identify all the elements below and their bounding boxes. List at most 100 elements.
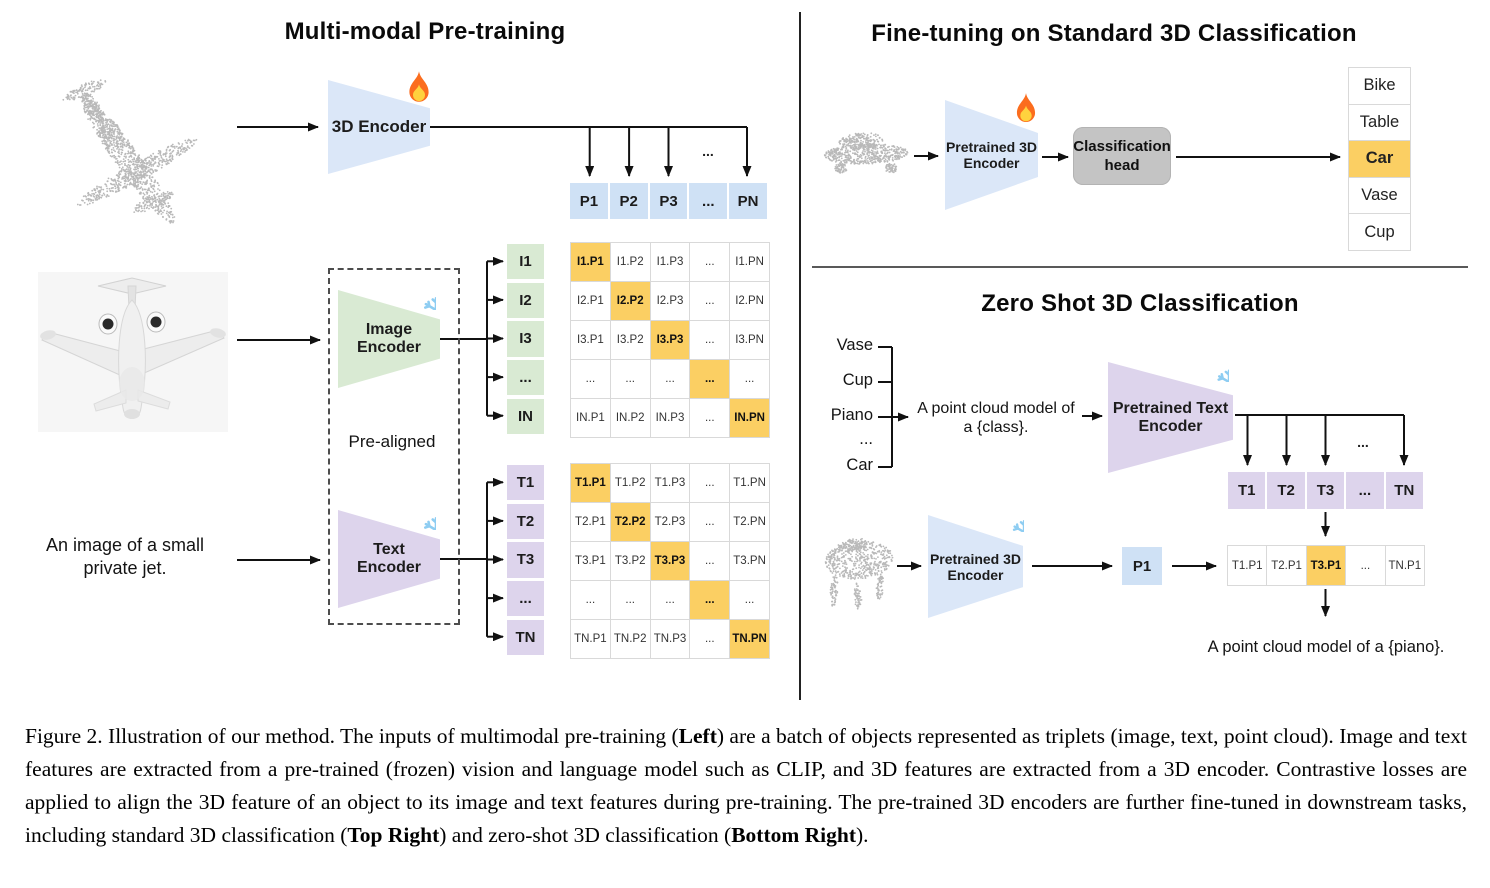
similarity-cell: IN.P1	[571, 399, 610, 437]
similarity-cell: TN.P2	[610, 620, 650, 658]
similarity-cell: ...	[571, 360, 610, 398]
image-encoder-label: Image Encoder	[356, 321, 421, 356]
image-feature-labels: I1 I2 I3... IN	[507, 244, 544, 434]
similarity-cell: I2.P3	[650, 282, 690, 320]
caption-text: ) are a batch of objects represented as …	[25, 724, 1467, 847]
snowflake-icon	[408, 502, 436, 530]
snowflake-icon	[1202, 355, 1229, 382]
class-option-cell: Bike	[1349, 68, 1410, 104]
similarity-cell: T2.PN	[730, 503, 769, 541]
similarity-cell: ...	[690, 464, 730, 502]
image-feature-cell: I1	[507, 244, 544, 280]
similarity-cell: I2.P2	[610, 282, 650, 320]
similarity-cell: T1.P1	[571, 464, 610, 502]
prompt-class-label: ...	[859, 430, 873, 448]
similarity-cell: ...	[690, 542, 730, 580]
car-point-cloud	[823, 132, 909, 174]
similarity-cell: T1.P2	[610, 464, 650, 502]
caption-text: Figure 2. Illustration of our method. Th…	[25, 724, 679, 748]
prompt-class-label: Cup	[842, 371, 873, 389]
3d-encoder-block: 3D Encoder	[328, 80, 430, 174]
similarity-cell: ...	[690, 503, 730, 541]
text-point-similarity-matrix: T1.P1 T1.P2 T1.P3... T1.PN T2.P1 T2.P2 T2.P3..…	[570, 463, 770, 659]
similarity-cell: IN.P3	[650, 399, 690, 437]
image-point-similarity-matrix: I1.P1 I1.P2 I1.P3... I1.PN I2.P1 I2.P2 I2.P3..…	[570, 242, 770, 438]
image-feature-cell: I3	[507, 321, 544, 357]
similarity-cell: ...	[690, 321, 730, 359]
similarity-cell: I3.P1	[571, 321, 610, 359]
similarity-cell: TN.P1	[571, 620, 610, 658]
p-feature-cell: ...	[689, 183, 728, 219]
caption-bold-ref: Left	[678, 724, 717, 748]
similarity-cell: ...	[690, 360, 730, 398]
similarity-cell: TN.P1	[1385, 546, 1424, 585]
piano-point-cloud	[824, 537, 894, 610]
encoder-trapezoid	[328, 80, 430, 174]
similarity-cell: I2.P1	[571, 282, 610, 320]
similarity-cell: T3.PN	[730, 542, 769, 580]
zeroshot-3d-encoder-label: Pretrained 3D Encoder	[929, 550, 1022, 583]
caption-bold-ref: Top Right	[347, 823, 440, 847]
image-feature-cell: IN	[507, 398, 544, 434]
jet-image	[38, 272, 228, 432]
snowflake-icon	[408, 282, 436, 310]
similarity-cell: IN.PN	[730, 399, 769, 437]
encoder-trapezoid	[945, 100, 1038, 210]
similarity-cell: IN.P2	[610, 399, 650, 437]
similarity-cell: TN.P3	[650, 620, 690, 658]
class-option-cell: Vase	[1349, 177, 1410, 214]
similarity-cell: T1.P3	[650, 464, 690, 502]
pretrained-text-encoder-block: Pretrained Text Encoder	[1108, 362, 1233, 473]
similarity-cell: ...	[650, 360, 690, 398]
similarity-cell: I1.PN	[730, 243, 769, 281]
similarity-cell: I1.P2	[610, 243, 650, 281]
text-feature-cell: ...	[1346, 472, 1384, 509]
similarity-cell: I3.PN	[730, 321, 769, 359]
text-encoder-block: Text Encoder	[338, 510, 440, 608]
text-feature-cell: T1	[507, 465, 544, 501]
zeroshot-similarity-row: T1.P1 T2.P1 T3.P1... TN.P1	[1227, 545, 1425, 586]
similarity-cell: T2.P2	[610, 503, 650, 541]
pretraining-title: Multi-modal Pre-training	[284, 18, 566, 45]
text-feature-cell: TN	[1385, 472, 1423, 509]
3d-encoder-label: 3D Encoder	[331, 117, 427, 136]
figure-caption: Figure 2. Illustration of our method. Th…	[25, 720, 1467, 852]
similarity-cell: ...	[690, 581, 730, 619]
caption-text: ).	[856, 823, 869, 847]
similarity-cell: ...	[730, 581, 769, 619]
similarity-cell: I2.PN	[730, 282, 769, 320]
similarity-cell: ...	[730, 360, 769, 398]
similarity-cell: T3.P3	[650, 542, 690, 580]
image-encoder-block: Image Encoder	[338, 290, 440, 388]
similarity-cell: I1.P3	[650, 243, 690, 281]
prompt-class-label: Piano	[830, 406, 873, 424]
similarity-cell: ...	[690, 243, 730, 281]
text-feature-labels: T1 T2 T3... TN	[507, 465, 544, 655]
pretrained-3d-encoder-label: Pretrained 3D Encoder	[945, 139, 1038, 171]
fire-icon	[1012, 92, 1040, 126]
similarity-cell: ...	[690, 399, 730, 437]
similarity-cell: T3.P2	[610, 542, 650, 580]
ellipsis-note: ...	[1357, 434, 1369, 450]
p-feature-cell: P2	[609, 183, 648, 219]
encoder-trapezoid	[338, 510, 440, 608]
classification-head-box: Classification head	[1073, 127, 1171, 185]
finetune-title: Fine-tuning on Standard 3D Classificatio…	[871, 20, 1357, 47]
text-feature-cell: T3	[507, 542, 544, 578]
similarity-cell: T3.P1	[1306, 546, 1346, 585]
class-option-cell: Car	[1349, 141, 1410, 177]
similarity-cell: T3.P1	[571, 542, 610, 580]
caption-bold-ref: Bottom Right	[731, 823, 857, 847]
similarity-cell: ...	[690, 282, 730, 320]
encoder-trapezoid	[1108, 362, 1233, 473]
text-feature-cell: T2	[507, 503, 544, 539]
text-feature-row: T1 T2 T3... TN	[1228, 472, 1423, 509]
airplane-point-cloud	[62, 79, 198, 224]
similarity-cell: T1.P1	[1228, 546, 1267, 585]
ellipsis-note: ...	[702, 143, 714, 159]
zeroshot-title: Zero Shot 3D Classification	[981, 290, 1299, 317]
image-feature-cell: I2	[507, 282, 544, 318]
zeroshot-3d-encoder-block: Pretrained 3D Encoder	[928, 515, 1023, 618]
p1-feature-box: P1	[1122, 547, 1162, 585]
